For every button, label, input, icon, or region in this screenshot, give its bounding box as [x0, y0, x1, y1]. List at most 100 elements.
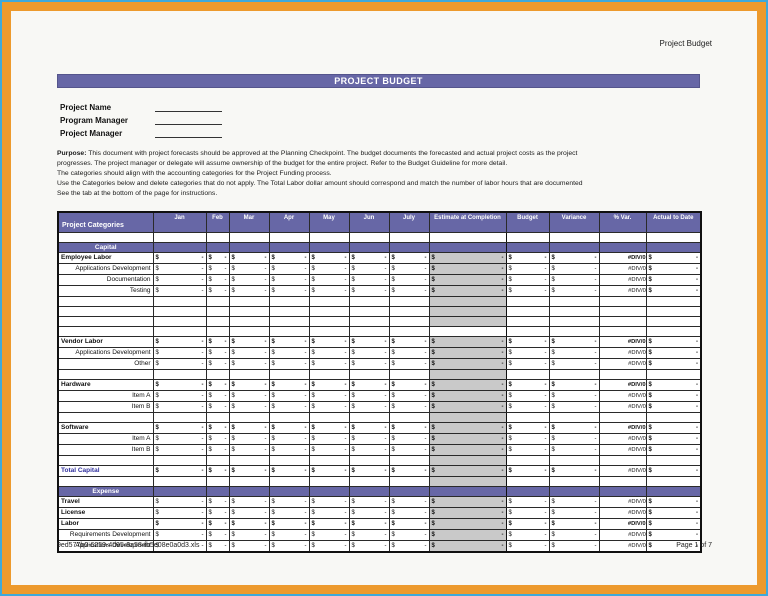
percent-variance-cell: #DIV/0!	[598, 421, 647, 434]
category-label: Total Capital	[57, 464, 154, 477]
amount-value: -	[424, 424, 427, 431]
amount-value: -	[501, 360, 504, 367]
currency-symbol: $	[311, 392, 315, 399]
amount-value: -	[344, 509, 347, 516]
currency-symbol: $	[208, 265, 212, 272]
currency-symbol: $	[311, 520, 315, 527]
currency-symbol: $	[351, 531, 355, 538]
section-cell	[205, 241, 230, 253]
amount-value: -	[201, 254, 204, 261]
amount-cell-content: $ -	[550, 402, 598, 411]
amount-cell: $ -	[205, 495, 230, 508]
currency-symbol: $	[155, 392, 159, 399]
amount-cell-content: $ -	[310, 508, 348, 517]
amount-cell-content: $ -	[207, 275, 228, 284]
amount-cell: $ -	[228, 517, 270, 530]
amount-cell: $ -	[388, 464, 430, 477]
amount-value: -	[344, 287, 347, 294]
currency-symbol: $	[208, 520, 212, 527]
currency-symbol: $	[155, 446, 159, 453]
amount-cell-content: $ -	[390, 508, 428, 517]
empty-cell	[428, 325, 507, 337]
column-header-budget: Budget	[505, 211, 550, 233]
currency-symbol: $	[271, 254, 275, 261]
empty-cell	[598, 305, 647, 317]
amount-value: -	[264, 265, 267, 272]
currency-symbol: $	[208, 338, 212, 345]
currency-symbol: $	[208, 498, 212, 505]
amount-cell: $ -	[348, 421, 390, 434]
section-cell	[428, 485, 507, 497]
currency-symbol: $	[271, 509, 275, 516]
amount-cell: $ -	[428, 517, 507, 530]
amount-cell-content: $ -	[430, 348, 505, 357]
amount-cell: $ -	[308, 378, 350, 391]
empty-cell	[598, 411, 647, 423]
budget-table: Project Categories Jan Feb Mar Apr May Jun July…	[57, 211, 702, 553]
amount-cell-content: $ -	[647, 497, 700, 506]
amount-cell: $ -	[388, 346, 430, 359]
amount-cell: $ -	[152, 464, 207, 477]
amount-cell: $ -	[348, 273, 390, 286]
amount-cell: $ -	[268, 432, 310, 445]
empty-cell	[205, 475, 230, 487]
amount-cell: $ -	[152, 517, 207, 530]
amount-value: -	[344, 403, 347, 410]
amount-cell-content: $ -	[550, 275, 598, 284]
empty-cell	[598, 325, 647, 337]
amount-cell: $ -	[645, 400, 702, 413]
div-error-value: #DIV/0!	[627, 520, 646, 527]
amount-value: -	[304, 360, 307, 367]
div-error-value: #DIV/0!	[628, 349, 646, 356]
amount-cell: $ -	[505, 357, 550, 370]
amount-cell-content: $ -	[390, 380, 428, 389]
amount-cell-content: $ -	[430, 264, 505, 273]
empty-cell	[57, 315, 154, 327]
amount-value: -	[696, 435, 698, 442]
amount-cell: $ -	[348, 284, 390, 297]
amount-cell-content: $ -	[154, 337, 205, 346]
empty-cell	[645, 295, 702, 307]
amount-value: -	[344, 467, 347, 474]
amount-cell: $ -	[428, 251, 507, 264]
amount-cell-content: $ -	[230, 508, 268, 517]
empty-cell	[598, 475, 647, 487]
amount-cell: $ -	[348, 357, 390, 370]
empty-cell	[205, 231, 230, 243]
amount-cell: $ -	[228, 495, 270, 508]
amount-cell-content: $ -	[507, 337, 548, 346]
currency-symbol: $	[231, 509, 235, 516]
currency-symbol: $	[271, 360, 275, 367]
data-row: Total Capital $ - $ - $ - $ - $ - $ - $ - $ - $ - $ - #DIV/0!…	[57, 464, 702, 477]
currency-symbol: $	[208, 424, 212, 431]
amount-cell: $ -	[205, 335, 230, 348]
amount-value: -	[544, 467, 547, 474]
amount-value: -	[501, 446, 504, 453]
currency-symbol: $	[391, 435, 395, 442]
amount-cell: $ -	[228, 528, 270, 541]
amount-cell: $ -	[205, 284, 230, 297]
section-cell	[598, 485, 647, 497]
amount-value: -	[501, 287, 504, 294]
amount-cell-content: $ -	[430, 253, 505, 262]
percent-variance-cell: #DIV/0!	[598, 443, 647, 456]
amount-cell: $ -	[428, 378, 507, 391]
currency-symbol: $	[351, 435, 355, 442]
currency-symbol: $	[648, 254, 652, 261]
amount-cell: $ -	[505, 251, 550, 264]
amount-cell: $ -	[205, 400, 230, 413]
percent-variance-cell: #DIV/0!	[598, 378, 647, 391]
empty-cell	[548, 325, 600, 337]
amount-cell-content: $ -	[350, 466, 388, 475]
amount-cell: $ -	[205, 517, 230, 530]
amount-value: -	[501, 381, 504, 388]
amount-value: -	[696, 446, 698, 453]
amount-cell-content: $ -	[647, 466, 700, 475]
amount-cell-content: $ -	[390, 519, 428, 528]
amount-cell: $ -	[505, 528, 550, 541]
category-label: Vendor Labor	[57, 335, 154, 348]
empty-cell	[308, 411, 350, 423]
amount-value: -	[544, 360, 547, 367]
amount-cell-content: $ -	[430, 337, 505, 346]
amount-value: -	[544, 349, 547, 356]
